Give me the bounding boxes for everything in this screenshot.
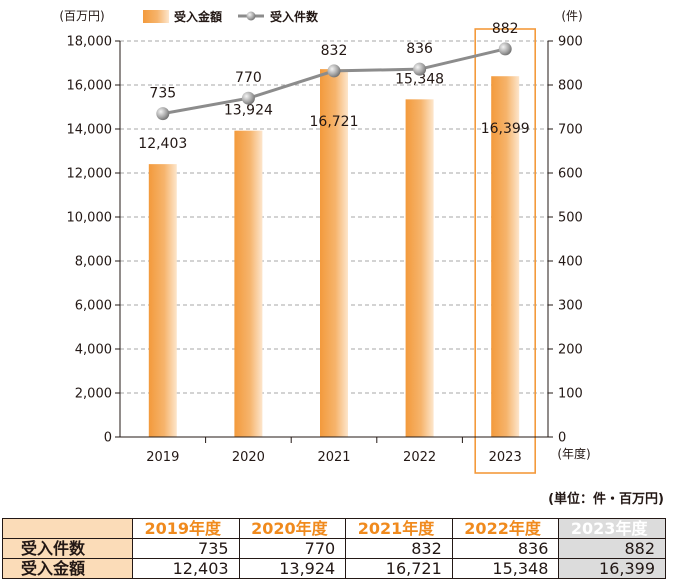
table-cell: 12,403 bbox=[132, 558, 240, 579]
highlight-box bbox=[474, 28, 537, 474]
bar-value-label: 12,403 bbox=[138, 136, 187, 152]
summary-table: 2019年度 2020年度 2021年度 2022年度 2023年度 受入件数 … bbox=[2, 518, 666, 579]
right-tick-label: 0 bbox=[558, 431, 566, 446]
legend-bar-swatch bbox=[143, 10, 169, 23]
line-value-label: 882 bbox=[492, 21, 519, 37]
right-tick-label: 700 bbox=[558, 123, 583, 138]
line-value-label: 770 bbox=[235, 70, 262, 86]
table-cell: 15,348 bbox=[451, 558, 560, 579]
legend-line-label: 受入件数 bbox=[270, 9, 319, 24]
table-header-highlight: 2023年度 bbox=[558, 518, 666, 539]
legend-bar-label: 受入金額 bbox=[174, 9, 222, 24]
table-unit-note: (単位：件・百万円) bbox=[548, 492, 664, 507]
line-point bbox=[413, 62, 427, 76]
right-tick-label: 100 bbox=[558, 387, 583, 402]
table-cell-highlight: 882 bbox=[558, 538, 666, 559]
right-tick-label: 300 bbox=[558, 299, 583, 314]
x-tick-label: 2020 bbox=[232, 450, 265, 465]
x-tick-label: 2022 bbox=[403, 450, 436, 465]
left-tick-label: 2,000 bbox=[75, 387, 112, 402]
left-axis: 0 2,000 4,000 6,000 8,000 10,000 12,000 14,000 1… bbox=[67, 35, 121, 446]
legend: 受入金額 受入件数 bbox=[143, 9, 319, 24]
table-cell-highlight: 16,399 bbox=[558, 558, 666, 579]
row-label: 受入金額 bbox=[2, 558, 133, 579]
combo-chart: (百万円) (件) 受入金額 受入件数 0 2,000 4,000 6,000 8,00… bbox=[59, 9, 591, 474]
table-cell: 836 bbox=[451, 538, 560, 559]
table-cell: 16,721 bbox=[345, 558, 453, 579]
x-tick-label: 2023 bbox=[489, 450, 522, 465]
row-label: 受入件数 bbox=[2, 538, 133, 559]
bar bbox=[491, 76, 520, 438]
bar-value-label: 15,348 bbox=[395, 71, 444, 87]
line-point bbox=[498, 42, 512, 56]
line-point bbox=[327, 64, 341, 78]
left-tick-label: 12,000 bbox=[67, 167, 113, 182]
line-value-label: 832 bbox=[321, 43, 348, 59]
bar bbox=[234, 130, 263, 437]
table-row: 受入件数 735 770 832 836 882 bbox=[2, 538, 666, 559]
table-row: 受入金額 12,403 13,924 16,721 15,348 16,399 bbox=[2, 558, 666, 579]
table-header: 2020年度 bbox=[238, 518, 347, 539]
right-axis: 0 100 200 300 400 500 600 700 800 900 bbox=[547, 35, 583, 446]
line-point bbox=[241, 91, 255, 105]
table-cell: 770 bbox=[238, 538, 347, 559]
right-tick-label: 400 bbox=[558, 255, 583, 270]
bar-value-label: 16,399 bbox=[481, 121, 530, 137]
line-value-label: 836 bbox=[406, 41, 433, 57]
left-tick-label: 10,000 bbox=[67, 211, 113, 226]
left-axis-unit: (百万円) bbox=[59, 9, 104, 23]
legend-line-marker bbox=[246, 11, 256, 21]
right-tick-label: 800 bbox=[558, 79, 583, 94]
left-tick-label: 8,000 bbox=[75, 255, 112, 270]
bar bbox=[405, 99, 434, 438]
table-cell: 735 bbox=[132, 538, 240, 559]
table-header: 2019年度 bbox=[132, 518, 240, 539]
right-axis-unit: (件) bbox=[561, 9, 582, 23]
table-corner bbox=[2, 518, 133, 539]
line-point bbox=[156, 107, 170, 121]
bar bbox=[148, 164, 177, 437]
x-axis-unit: (年度) bbox=[557, 446, 590, 461]
right-tick-label: 900 bbox=[558, 35, 583, 50]
table-header-row: 2019年度 2020年度 2021年度 2022年度 2023年度 bbox=[2, 518, 666, 539]
left-tick-label: 6,000 bbox=[75, 299, 112, 314]
bar bbox=[320, 69, 348, 437]
right-tick-label: 500 bbox=[558, 211, 583, 226]
bar-series: 12,403 13,924 16,721 15,348 16,399 bbox=[138, 28, 537, 474]
left-tick-label: 0 bbox=[104, 431, 112, 446]
right-tick-label: 600 bbox=[558, 167, 583, 182]
bar-value-label: 16,721 bbox=[310, 114, 359, 130]
bar-value-label: 13,924 bbox=[224, 103, 273, 119]
left-tick-label: 14,000 bbox=[67, 123, 113, 138]
table-cell: 832 bbox=[345, 538, 453, 559]
left-tick-label: 4,000 bbox=[75, 343, 112, 358]
table-cell: 13,924 bbox=[238, 558, 347, 579]
x-tick-label: 2019 bbox=[146, 450, 179, 465]
line-series: 735 770 832 836 882 bbox=[149, 21, 519, 121]
line-value-label: 735 bbox=[149, 86, 176, 102]
table-header: 2022年度 bbox=[451, 518, 560, 539]
table-header: 2021年度 bbox=[345, 518, 453, 539]
left-tick-label: 16,000 bbox=[67, 79, 113, 94]
x-axis: 2019 2020 2021 2022 2023 bbox=[120, 436, 548, 465]
x-tick-label: 2021 bbox=[317, 450, 350, 465]
left-tick-label: 18,000 bbox=[67, 35, 113, 50]
right-tick-label: 200 bbox=[558, 343, 583, 358]
